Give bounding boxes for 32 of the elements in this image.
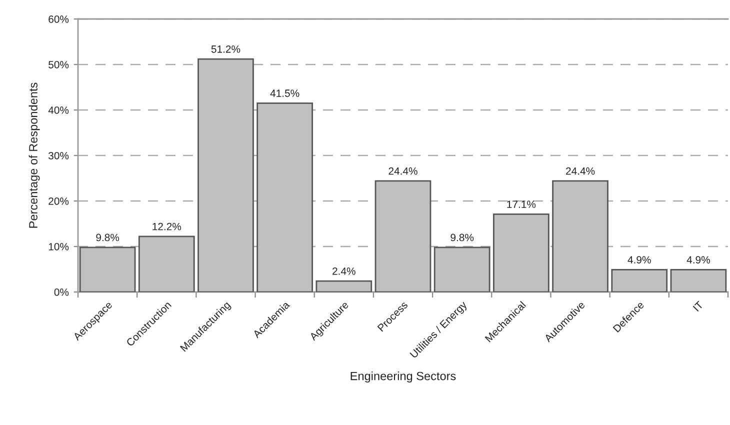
bar	[434, 246, 490, 292]
bar	[670, 269, 727, 292]
bar	[198, 58, 254, 292]
data-label: 24.4%	[566, 167, 595, 175]
y-tick-label: 10%	[48, 243, 69, 250]
bar	[79, 246, 136, 292]
data-label: 17.1%	[507, 200, 536, 208]
data-label: 4.9%	[686, 256, 710, 264]
data-label: 4.9%	[628, 256, 651, 264]
bar	[493, 214, 550, 292]
data-label: 24.4%	[388, 167, 418, 175]
y-axis-title: Percentage of Respondents	[28, 82, 40, 228]
data-label: 12.2%	[152, 222, 182, 230]
data-label: 9.8%	[450, 234, 474, 242]
data-label: 51.2%	[211, 45, 240, 53]
x-axis-title: Engineering Sectors	[350, 372, 456, 383]
bar	[611, 269, 668, 292]
bar	[138, 236, 195, 292]
bar	[374, 180, 432, 292]
y-tick-label: 40%	[48, 106, 69, 114]
data-label: 2.4%	[332, 267, 356, 275]
y-tick-label: 50%	[48, 61, 69, 68]
bar	[256, 102, 313, 292]
y-tick-label: 20%	[48, 198, 69, 205]
data-label: 9.8%	[96, 234, 120, 242]
bar	[552, 180, 608, 292]
y-tick-label: 0%	[54, 288, 69, 296]
y-tick-label: 30%	[48, 152, 69, 160]
bar	[316, 280, 372, 292]
y-tick-label: 60%	[48, 16, 69, 23]
x-tick-label: IT	[692, 300, 704, 312]
data-label: 41.5%	[270, 90, 300, 97]
